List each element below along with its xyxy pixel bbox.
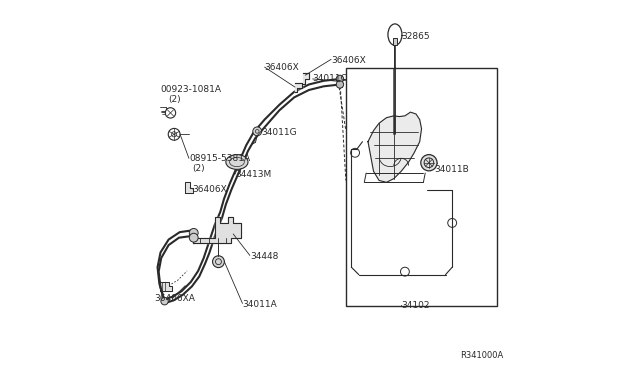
Circle shape	[189, 233, 198, 242]
Text: 34011A: 34011A	[243, 300, 277, 309]
Text: 34448: 34448	[250, 251, 278, 261]
Circle shape	[161, 298, 168, 305]
Text: 36406X: 36406X	[331, 56, 366, 65]
Polygon shape	[295, 83, 301, 92]
Text: R341000A: R341000A	[460, 351, 504, 360]
Circle shape	[336, 81, 344, 88]
Text: 36406XA: 36406XA	[154, 294, 195, 303]
Bar	[338, 76, 342, 82]
Polygon shape	[303, 73, 309, 84]
Text: 00923-1081A: 00923-1081A	[161, 85, 221, 94]
Bar	[338, 81, 342, 87]
Bar	[346, 68, 497, 306]
Polygon shape	[368, 112, 422, 182]
Text: 34102: 34102	[401, 301, 429, 311]
Text: 32865: 32865	[401, 32, 430, 41]
Ellipse shape	[226, 155, 248, 169]
Text: 08915-5381A: 08915-5381A	[189, 154, 250, 163]
Text: 34413M: 34413M	[235, 170, 271, 179]
Circle shape	[212, 256, 225, 267]
Circle shape	[165, 108, 175, 118]
Text: 36406X: 36406X	[193, 185, 227, 194]
Circle shape	[253, 127, 262, 136]
Text: (2): (2)	[193, 164, 205, 173]
Text: 34011G: 34011G	[261, 128, 296, 137]
Circle shape	[336, 75, 344, 83]
Polygon shape	[193, 217, 241, 243]
Circle shape	[420, 155, 437, 171]
Text: 34011C: 34011C	[312, 74, 348, 83]
Text: (2): (2)	[168, 95, 181, 104]
Text: 34011B: 34011B	[435, 165, 469, 174]
Circle shape	[189, 228, 198, 237]
Polygon shape	[185, 182, 193, 193]
Bar	[393, 38, 397, 45]
Text: 36406X: 36406X	[264, 63, 300, 72]
Circle shape	[168, 128, 180, 140]
Polygon shape	[161, 282, 172, 291]
